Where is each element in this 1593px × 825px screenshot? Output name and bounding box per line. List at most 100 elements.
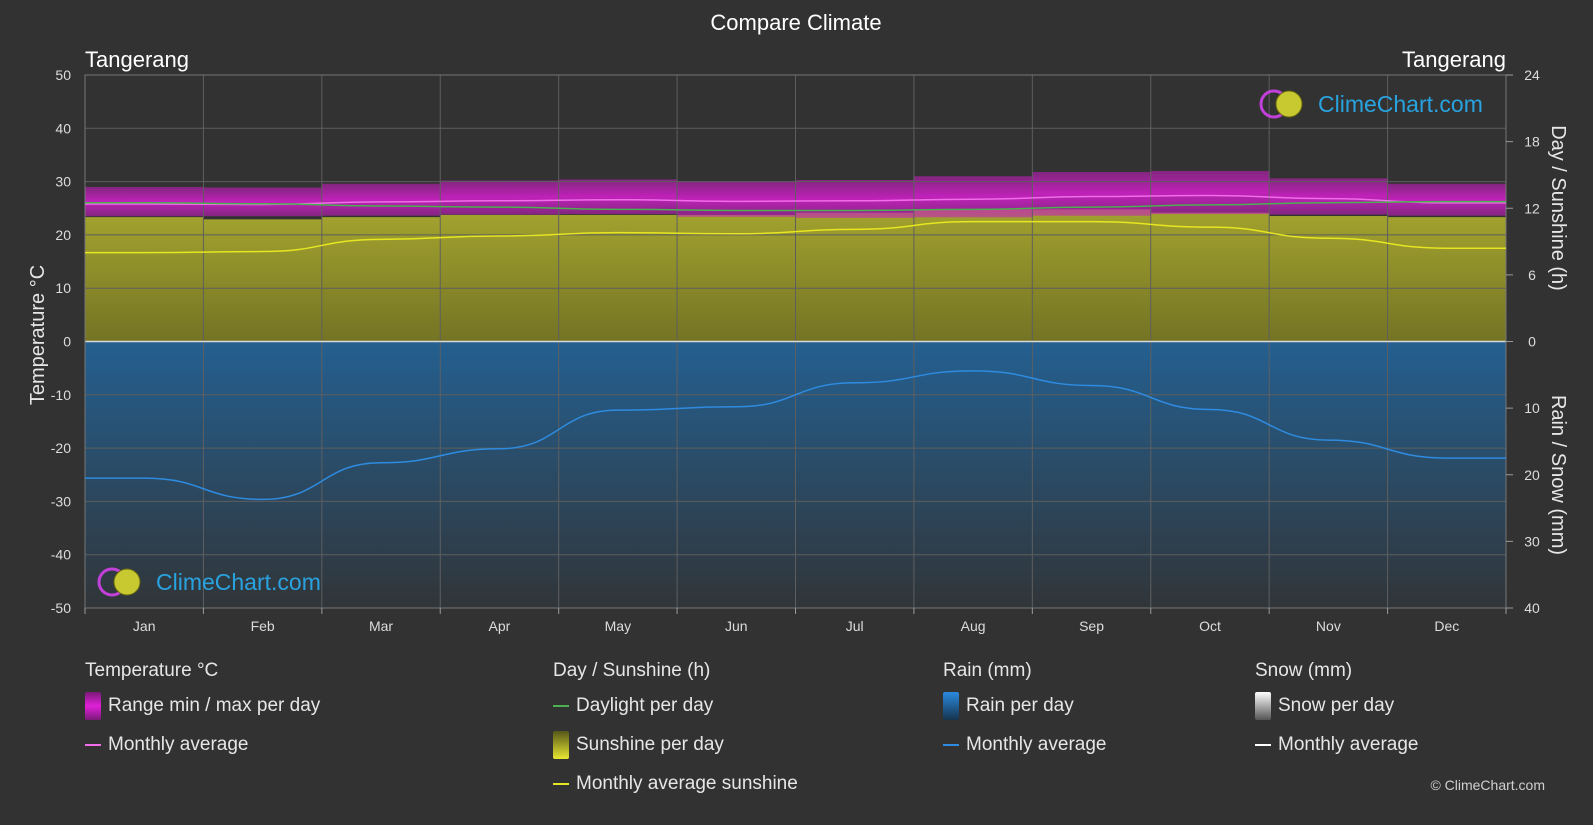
sunshine-bar-dec [1387,217,1507,342]
logo-icon [97,567,141,597]
y-right-top-label: Day / Sunshine (h) [1547,125,1569,291]
x-tick-label-mar: Mar [369,618,393,634]
y-left-tick-label: 40 [55,120,71,136]
legend-temperature: Temperature °C Range min / max per day M… [85,660,320,764]
legend-item-snow-avg: Monthly average [1255,725,1418,764]
x-tick-label-feb: Feb [251,618,275,634]
legend-rain: Rain (mm) Rain per day Monthly average [943,660,1106,764]
legend-item-snow: Snow per day [1255,686,1418,725]
y-left-tick-label: 0 [63,334,71,350]
sunshine-bar-may [558,214,678,342]
temp-range-swatch [85,691,101,720]
legend-sunshine-title: Day / Sunshine (h) [553,660,711,681]
sunshine-bar-aug [913,209,1033,342]
location-right: Tangerang [1402,47,1506,72]
y-right-top-tick-label: 12 [1524,200,1540,216]
legend-snow: Snow (mm) Snow per day Monthly average [1255,660,1418,764]
snow-avg-swatch [1255,743,1271,746]
y-left-tick-label: -10 [51,387,71,403]
y-right-bottom-tick-label: 30 [1524,533,1540,549]
logo-text: ClimeChart.com [156,568,321,595]
daylight-swatch [553,704,569,707]
logo-icon [1259,89,1303,119]
x-tick-label-oct: Oct [1199,618,1221,634]
temp-range-bar-jun [677,181,796,217]
y-right-bottom-tick-label: 20 [1524,467,1540,483]
rain-bar-jun [677,341,796,608]
temp-range-bar-oct [1150,170,1270,215]
rain-bar-may [558,341,678,608]
logo-text: ClimeChart.com [1318,90,1483,117]
x-tick-label-jul: Jul [846,618,864,634]
y-left-tick-label: 30 [55,174,71,190]
rain-bar-jan [85,341,204,608]
rain-bar-aug [913,341,1033,608]
legend-snow-title: Snow (mm) [1255,660,1353,681]
temp-avg-swatch [85,743,101,746]
rain-bar-feb [203,341,323,608]
legend-label: Snow per day [1278,694,1395,716]
rain-bar-jul [795,341,915,608]
y-right-bottom-tick-label: 40 [1524,600,1540,616]
y-left-tick-label: -50 [51,600,71,616]
temp-range-bar-apr [440,180,560,215]
y-right-bottom-tick-label: 10 [1524,400,1540,416]
legend-item-sunshine: Sunshine per day [553,725,798,764]
sunshine-bar-sep [1032,209,1152,342]
legend-item-daylight: Daylight per day [553,686,798,725]
legend-label: Range min / max per day [108,694,321,716]
y-left-tick-label: -30 [51,493,71,509]
logo-top: ClimeChart.com [1258,88,1483,120]
copyright: © ClimeChart.com [1430,777,1545,793]
y-right-top-tick-label: 0 [1528,334,1536,350]
sunshine-bar-mar [321,217,441,342]
y-right-bottom-label: Rain / Snow (mm) [1547,395,1569,555]
sunshine-bar-apr [440,214,560,342]
sunshine-avg-swatch [553,782,569,785]
sunshine-bar-oct [1150,212,1270,342]
legend-label: Daylight per day [576,694,714,716]
x-tick-label-may: May [605,618,631,634]
sunshine-bar-jun [677,214,796,342]
rain-bar-nov [1269,341,1389,608]
climate-chart: Compare Climate Tangerang Tangerang Temp… [27,10,1569,634]
x-tick-label-nov: Nov [1316,618,1341,634]
rain-avg-swatch [943,743,959,746]
legend-item-temp-avg: Monthly average [85,725,320,764]
legend-label: Sunshine per day [576,733,724,755]
snow-swatch [1255,691,1271,720]
sunshine-bar-jul [795,212,915,342]
rain-bar-apr [440,341,560,608]
temp-range-bar-mar [321,183,441,216]
sunshine-bar-nov [1269,216,1389,342]
daylight-line [85,200,1506,212]
rain-swatch [943,691,959,720]
y-right-top-tick-label: 6 [1528,267,1536,283]
location-left: Tangerang [85,47,189,72]
rain-avg-line [85,370,1507,501]
legend-label: Monthly average sunshine [576,772,798,794]
temp-range-bar-dec [1387,183,1507,216]
temp-range-bar-sep [1032,172,1152,216]
legend-item-rain: Rain per day [943,686,1106,725]
sunshine-avg-line [85,220,1507,254]
sunshine-swatch [553,730,569,759]
x-tick-label-sep: Sep [1079,618,1104,634]
legend-label: Rain per day [966,694,1074,716]
x-tick-label-jan: Jan [133,618,156,634]
x-tick-label-aug: Aug [961,618,986,634]
y-right-top-tick-label: 18 [1524,134,1540,150]
rain-bar-oct [1150,341,1270,608]
temp-range-bar-feb [203,187,323,217]
sunshine-bar-jan [85,217,204,342]
sunshine-bar-feb [203,219,323,342]
temp-range-bar-jul [795,180,915,218]
legend-label: Monthly average [1278,733,1419,755]
y-left-tick-label: -20 [51,440,71,456]
legend-label: Monthly average [966,733,1107,755]
plot-area: 50 40 30 20 10 0 -10 -20 -30 -40 -50 24 18 12 6 0 10 20 30… [51,67,1540,634]
logo-bottom: ClimeChart.com [96,566,321,598]
legend-item-rain-avg: Monthly average [943,725,1106,764]
y-left-tick-label: 50 [55,67,71,83]
y-left-tick-label: -40 [51,547,71,563]
